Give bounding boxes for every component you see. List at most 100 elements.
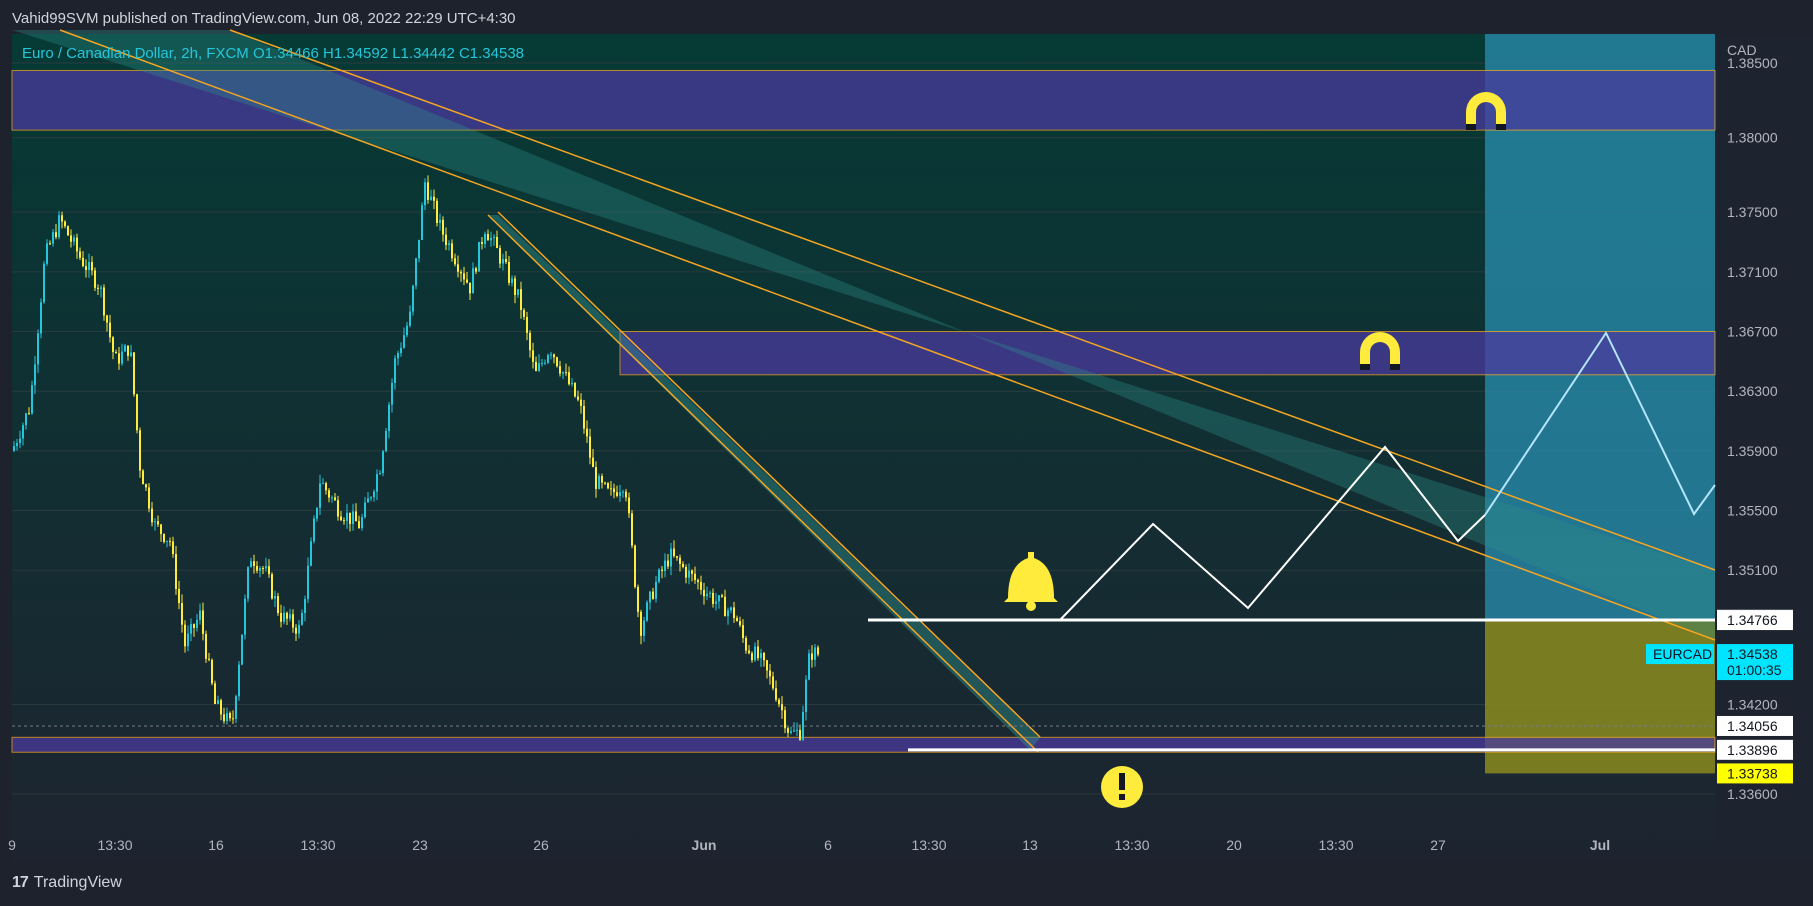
x-tick-label: 9 — [8, 837, 16, 853]
price-label-bg — [1717, 715, 1793, 736]
candle-body — [625, 491, 627, 498]
candle-body — [523, 309, 525, 317]
footer-bar — [0, 862, 1813, 906]
overlays-layer — [1004, 92, 1506, 808]
candle-body — [94, 270, 96, 288]
candle-body — [88, 261, 90, 271]
candle-body — [331, 497, 333, 499]
candle-body — [310, 541, 312, 566]
currency-label: CAD — [1727, 42, 1757, 58]
candle-body — [796, 729, 798, 731]
candle-body — [211, 659, 213, 684]
y-tick-label: 1.35900 — [1727, 443, 1778, 459]
magnet-shape — [1466, 92, 1506, 130]
candle-body — [709, 592, 711, 594]
candle-body — [715, 601, 717, 604]
candle-body — [787, 728, 789, 733]
candle-body — [445, 234, 447, 245]
candle-body — [682, 563, 684, 567]
candle-body — [520, 289, 522, 310]
candle-body — [181, 603, 183, 625]
candle-body — [502, 259, 504, 264]
candle-body — [385, 430, 387, 452]
tradingview-logo[interactable]: 17 TradingView — [12, 874, 122, 892]
candle-body — [262, 568, 264, 570]
candle-body — [400, 347, 402, 354]
candle-body — [193, 624, 195, 628]
candle-body — [100, 287, 102, 289]
candle-body — [280, 613, 282, 622]
candle-body — [19, 438, 21, 444]
candle-body — [229, 712, 231, 719]
price-label: 1.33896 — [1717, 739, 1793, 760]
x-tick-label: 13 — [1022, 837, 1038, 853]
zone-rect — [619, 331, 1716, 376]
candle-body — [466, 279, 468, 283]
candle-body — [391, 382, 393, 405]
drawings-layer — [12, 29, 1716, 753]
candle-body — [757, 646, 759, 659]
candle-body — [772, 676, 774, 689]
candle-body — [337, 500, 339, 517]
candle-body — [655, 581, 657, 599]
candle-body — [34, 364, 36, 386]
projection-path-future — [1484, 330, 1716, 516]
candle-body — [793, 730, 795, 732]
candle-body — [790, 731, 792, 733]
candle-body — [742, 625, 744, 639]
candle-body — [721, 595, 723, 597]
candle-body — [490, 237, 492, 241]
candle-body — [148, 487, 150, 509]
x-tick-label: 16 — [208, 837, 224, 853]
candle-body — [610, 488, 612, 490]
candle-body — [460, 271, 462, 274]
candle-body — [469, 282, 471, 294]
candle-body — [646, 602, 648, 621]
candle-body — [226, 712, 228, 722]
countdown-text: 01:00:35 — [1727, 662, 1782, 678]
candle-body — [361, 517, 363, 529]
candle-body — [250, 561, 252, 568]
candle-body — [805, 679, 807, 712]
y-tick-label: 1.36700 — [1727, 324, 1778, 340]
candle-body — [256, 565, 258, 571]
candle-body — [613, 488, 615, 493]
candle-body — [616, 492, 618, 496]
candle-body — [112, 337, 114, 352]
candle-body — [658, 569, 660, 582]
candle-body — [289, 614, 291, 619]
candle-body — [355, 511, 357, 522]
y-tick-label: 1.34200 — [1727, 696, 1778, 712]
candle-body — [604, 482, 606, 484]
price-label-text: 1.34056 — [1727, 718, 1778, 734]
candle-body — [397, 353, 399, 359]
candle-body — [532, 350, 534, 362]
candle-body — [808, 653, 810, 680]
candle-body — [592, 457, 594, 468]
x-tick-label: 23 — [412, 837, 428, 853]
candle-body — [46, 243, 48, 264]
candle-body — [370, 497, 372, 499]
candle-body — [814, 647, 816, 660]
price-axis[interactable]: 1.38500 1.38000 1.37500 1.37100 1.36700 1.363… — [1727, 55, 1778, 802]
candle-body — [583, 405, 585, 429]
candle-body — [163, 533, 165, 542]
candle-body — [499, 248, 501, 264]
candle-body — [217, 700, 219, 704]
candle-body — [484, 233, 486, 244]
candle-body — [769, 670, 771, 677]
candle-body — [589, 436, 591, 458]
candle-body — [571, 382, 573, 385]
candle-body — [268, 566, 270, 575]
symbol-header[interactable]: Euro / Canadian Dollar, 2h, FXCM O1.3446… — [22, 45, 524, 62]
candle-body — [295, 627, 297, 634]
candle-body — [727, 610, 729, 617]
time-axis[interactable]: 9 13:30 16 13:30 23 26 Jun 6 13:30 13 13:30 20 13:30… — [8, 837, 1610, 853]
price-chart[interactable]: 1.38500 1.38000 1.37500 1.37100 1.36700 1.363… — [0, 0, 1813, 862]
candle-body — [328, 490, 330, 498]
candle-body — [118, 353, 120, 364]
candle-body — [643, 620, 645, 636]
candle-body — [313, 518, 315, 542]
candle-body — [409, 311, 411, 326]
warning-bar — [1119, 773, 1125, 790]
